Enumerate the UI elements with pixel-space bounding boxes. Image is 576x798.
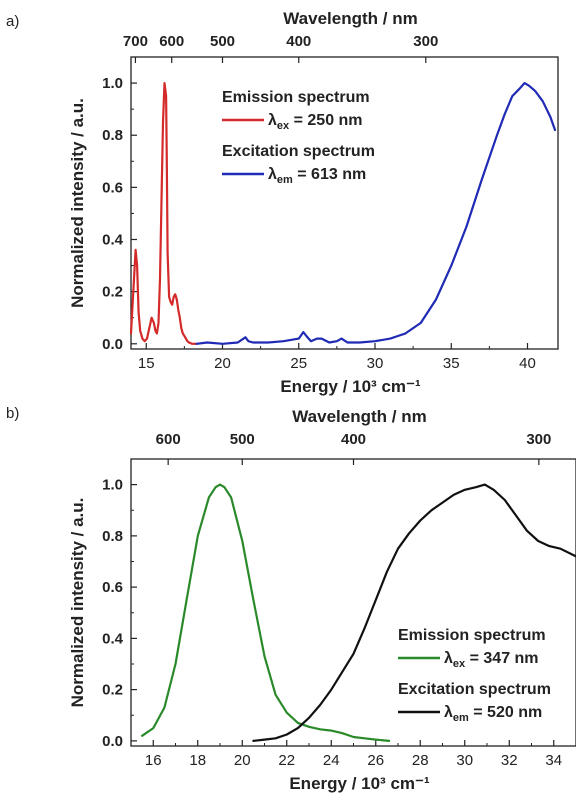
legend-value: = 520 nm [469,704,542,721]
x-tick-label: 15 [138,355,155,372]
legend-label: λem = 520 nm [444,704,542,724]
y-tick-label: 0.0 [102,733,123,750]
x-tick-label: 25 [290,355,307,372]
legend-lambda: λ [444,650,453,667]
top-tick-label: 600 [159,33,184,50]
y-tick-label: 0.0 [102,336,123,353]
x-tick-label: 30 [456,752,473,769]
x-tick-label: 20 [234,752,251,769]
legend-lambda: λ [268,166,277,183]
top-tick-label: 400 [286,33,311,50]
x-tick-label: 35 [443,355,460,372]
x-tick-label: 22 [278,752,295,769]
series-line-0 [129,82,198,345]
top-tick-label: 500 [230,431,255,448]
x2-axis-title: Wavelength / nm [283,9,417,28]
legend-subscript: em [453,712,469,724]
legend-value: = 347 nm [465,650,538,667]
panel-b: b) 16 18 20 22 24 26 28 30 32 34 0.0 0.2 0.4 0.6 0.8 1.0… [6,405,576,793]
x-axis-title: Energy / 10³ cm⁻¹ [289,774,430,793]
legend-label: λem = 613 nm [268,166,366,186]
x-tick-label: 20 [214,355,231,372]
legend-value: = 250 nm [289,112,362,129]
y-tick-label: 1.0 [102,477,123,494]
legend-label: λex = 347 nm [444,650,539,670]
x-tick-label: 18 [189,752,206,769]
legend-heading: Excitation spectrum [398,681,551,698]
top-tick-label: 600 [156,431,181,448]
x-tick-label: 26 [367,752,384,769]
y-tick-label: 0.2 [102,682,123,699]
plot-frame [130,56,559,350]
legend-heading: Emission spectrum [222,89,370,106]
legend-subscript: em [277,174,293,186]
x-tick-label: 40 [519,355,536,372]
top-tick-label: 400 [341,431,366,448]
x-tick-label: 32 [501,752,518,769]
top-tick-label: 700 [123,33,148,50]
plot-frame [130,458,576,747]
panel-a: a) 15 20 25 30 35 40 0.0 0.2 0.4 0.6 0.8 1.0 700 600 50… [6,9,559,396]
y-axis-title: Normalized intensity / a.u. [68,498,87,708]
series-line-0 [141,483,391,742]
series-line-1 [195,82,557,345]
panel-label: b) [6,405,19,422]
x-tick-label: 34 [545,752,562,769]
legend-subscript: ex [277,120,290,132]
y-axis-title: Normalized intensity / a.u. [68,98,87,308]
y-tick-label: 0.8 [102,528,123,545]
y-tick-label: 0.8 [102,127,123,144]
legend-value: = 613 nm [293,166,366,183]
panel-label: a) [6,13,19,30]
x-tick-label: 24 [323,752,340,769]
x-tick-label: 30 [367,355,384,372]
legend-heading: Emission spectrum [398,627,546,644]
x-axis-title: Energy / 10³ cm⁻¹ [280,377,421,396]
y-tick-label: 0.4 [102,630,124,647]
top-tick-label: 300 [526,431,551,448]
y-tick-label: 1.0 [102,75,123,92]
top-tick-label: 500 [210,33,235,50]
y-tick-label: 0.4 [102,232,124,249]
legend-heading: Excitation spectrum [222,143,375,160]
y-tick-label: 0.6 [102,179,123,196]
x-tick-label: 16 [145,752,162,769]
legend-lambda: λ [268,112,277,129]
x2-axis-title: Wavelength / nm [292,407,426,426]
series-line-1 [252,483,576,742]
legend-lambda: λ [444,704,453,721]
legend-subscript: ex [453,658,466,670]
y-tick-label: 0.6 [102,579,123,596]
legend-label: λex = 250 nm [268,112,363,132]
y-tick-label: 0.2 [102,284,123,301]
x-tick-label: 28 [412,752,429,769]
top-tick-label: 300 [413,33,438,50]
